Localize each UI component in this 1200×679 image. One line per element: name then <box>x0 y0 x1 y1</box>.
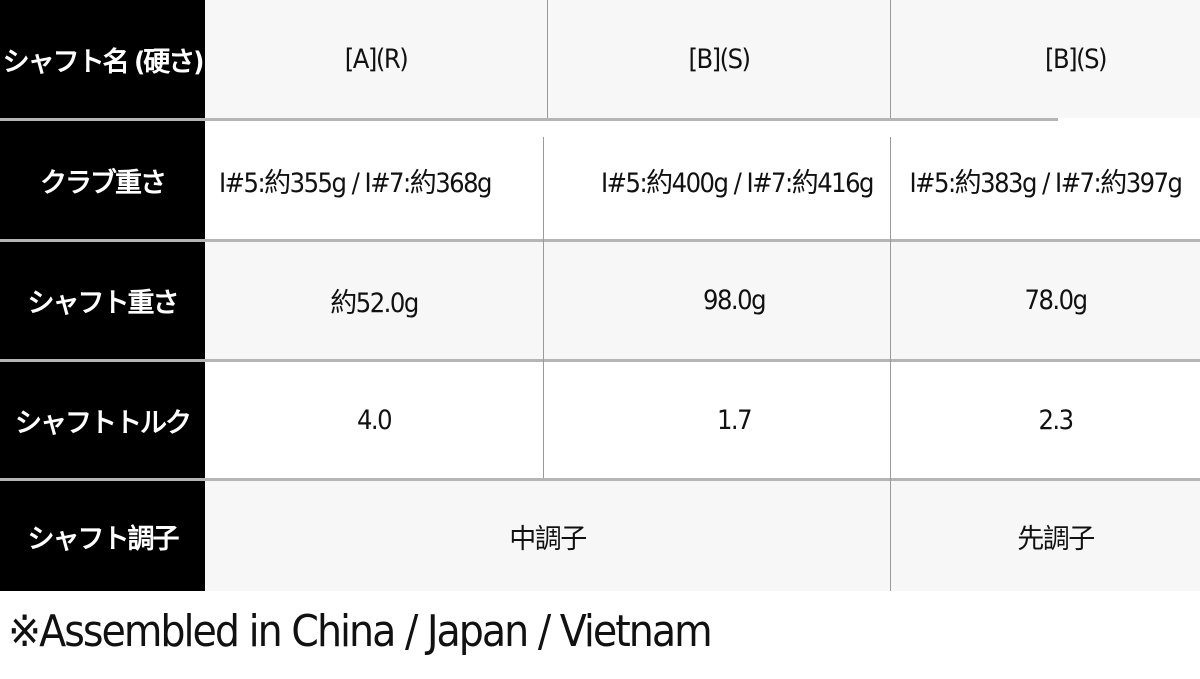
cell-a: [A](R) <box>205 0 547 118</box>
row-label: シャフトトルク <box>0 362 205 478</box>
row-shaft-weight: 約52.0g 98.0g 78.0g シャフト重さ <box>0 242 1200 359</box>
spec-table: [A](R) [B](S) [B](S) シャフト名 (硬さ) I#5:約355… <box>0 0 1200 591</box>
divider <box>0 478 1200 481</box>
cell-b: 98.0g <box>544 242 924 359</box>
divider <box>0 359 1200 362</box>
divider <box>0 239 1200 242</box>
cell-a: 4.0 <box>205 362 543 478</box>
divider <box>890 137 891 591</box>
cell-c: 2.3 <box>891 362 1200 478</box>
cell-ab: 中調子 <box>205 481 890 591</box>
row-label: シャフト名 (硬さ) <box>0 0 205 118</box>
cell-b: [B](S) <box>548 0 890 118</box>
cell-b: I#5:約400g / I#7:約416g <box>544 121 890 239</box>
row-club-weight: I#5:約355g / I#7:約368g I#5:約400g / I#7:約4… <box>0 121 1200 239</box>
divider <box>547 0 548 118</box>
row-shaft-torque: 4.0 1.7 2.3 シャフトトルク <box>0 362 1200 478</box>
cell-c: 先調子 <box>891 481 1200 591</box>
divider <box>543 137 544 478</box>
divider <box>890 0 891 118</box>
cell-a: I#5:約355g / I#7:約368g <box>205 121 557 239</box>
row-label: シャフト調子 <box>0 481 205 591</box>
row-shaft-name: [A](R) [B](S) [B](S) シャフト名 (硬さ) <box>0 0 1200 118</box>
divider <box>0 118 1058 121</box>
row-label: クラブ重さ <box>0 121 205 239</box>
row-shaft-kickpoint: 中調子 先調子 シャフト調子 <box>0 481 1200 591</box>
row-label: シャフト重さ <box>0 242 205 359</box>
cell-a: 約52.0g <box>205 242 543 359</box>
cell-c: I#5:約383g / I#7:約397g <box>891 121 1200 239</box>
cell-c: 78.0g <box>891 242 1200 359</box>
cell-b: 1.7 <box>544 362 924 478</box>
cell-c: [B](S) <box>891 0 1200 118</box>
assembly-note: ※Assembled in China / Japan / Vietnam <box>8 606 713 657</box>
